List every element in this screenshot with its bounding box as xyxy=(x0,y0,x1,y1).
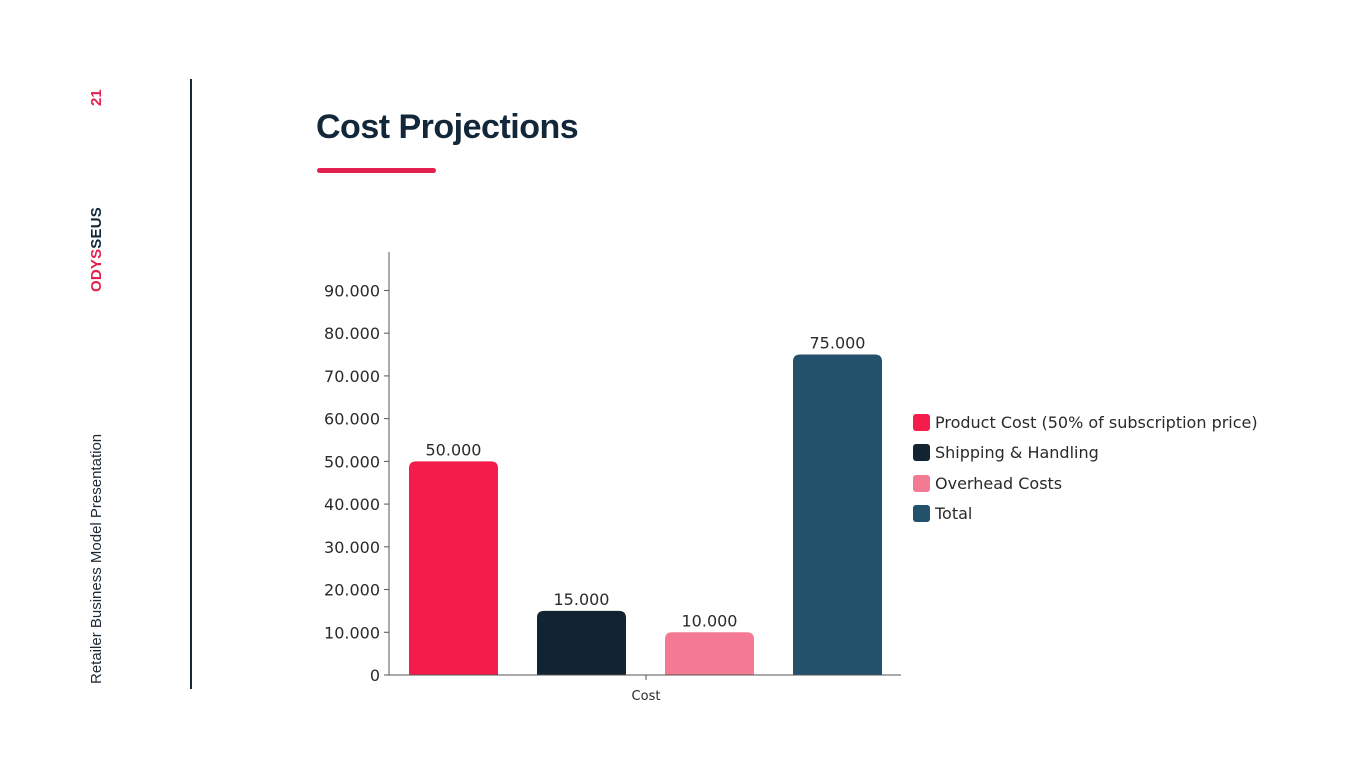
y-tick-label: 80.000 xyxy=(324,324,380,343)
y-tick-label: 10.000 xyxy=(324,623,380,642)
chart-legend: Product Cost (50% of subscription price)… xyxy=(913,407,1258,529)
y-tick-label: 0 xyxy=(370,666,380,685)
bar-data-label: 15.000 xyxy=(554,590,610,609)
legend-item: Total xyxy=(913,499,1258,530)
bar-data-label: 10.000 xyxy=(682,611,738,630)
y-tick-label: 70.000 xyxy=(324,367,380,386)
legend-label: Shipping & Handling xyxy=(935,443,1099,463)
legend-swatch xyxy=(913,474,930,492)
bar-product-cost-50-of-subscription-price xyxy=(409,461,498,675)
legend-item: Product Cost (50% of subscription price) xyxy=(913,407,1258,438)
legend-swatch xyxy=(913,444,930,462)
bar-data-label: 75.000 xyxy=(810,334,866,353)
y-tick-label: 50.000 xyxy=(324,452,380,471)
page-title: Cost Projections xyxy=(316,108,579,146)
legend-label: Total xyxy=(935,504,973,524)
data-labels: 50.000 15.000 10.000 75.000 xyxy=(426,334,866,631)
bar-total xyxy=(793,354,882,675)
legend-item: Overhead Costs xyxy=(913,468,1258,499)
bar-shipping-handling xyxy=(537,610,626,675)
legend-label: Product Cost (50% of subscription price) xyxy=(935,412,1258,432)
bar-overhead-costs xyxy=(665,632,754,675)
y-tick-label: 30.000 xyxy=(324,538,380,557)
sidebar-divider xyxy=(190,79,192,689)
title-underline xyxy=(317,168,436,173)
y-tick-label: 60.000 xyxy=(324,410,380,429)
y-tick-label: 90.000 xyxy=(324,281,380,300)
x-category-label: Cost xyxy=(632,689,661,704)
legend-swatch xyxy=(913,413,930,431)
y-tick-label: 20.000 xyxy=(324,581,380,600)
legend-label: Overhead Costs xyxy=(935,473,1063,493)
bar-data-label: 50.000 xyxy=(426,440,482,459)
x-axis-ticks: Cost xyxy=(632,675,661,704)
bars xyxy=(409,354,882,675)
y-axis-ticks: 0 10.000 20.000 30.000 40.000 50.000 60.000 70.… xyxy=(324,281,389,685)
legend-item: Shipping & Handling xyxy=(913,438,1258,469)
legend-swatch xyxy=(913,505,930,523)
y-tick-label: 40.000 xyxy=(324,495,380,514)
